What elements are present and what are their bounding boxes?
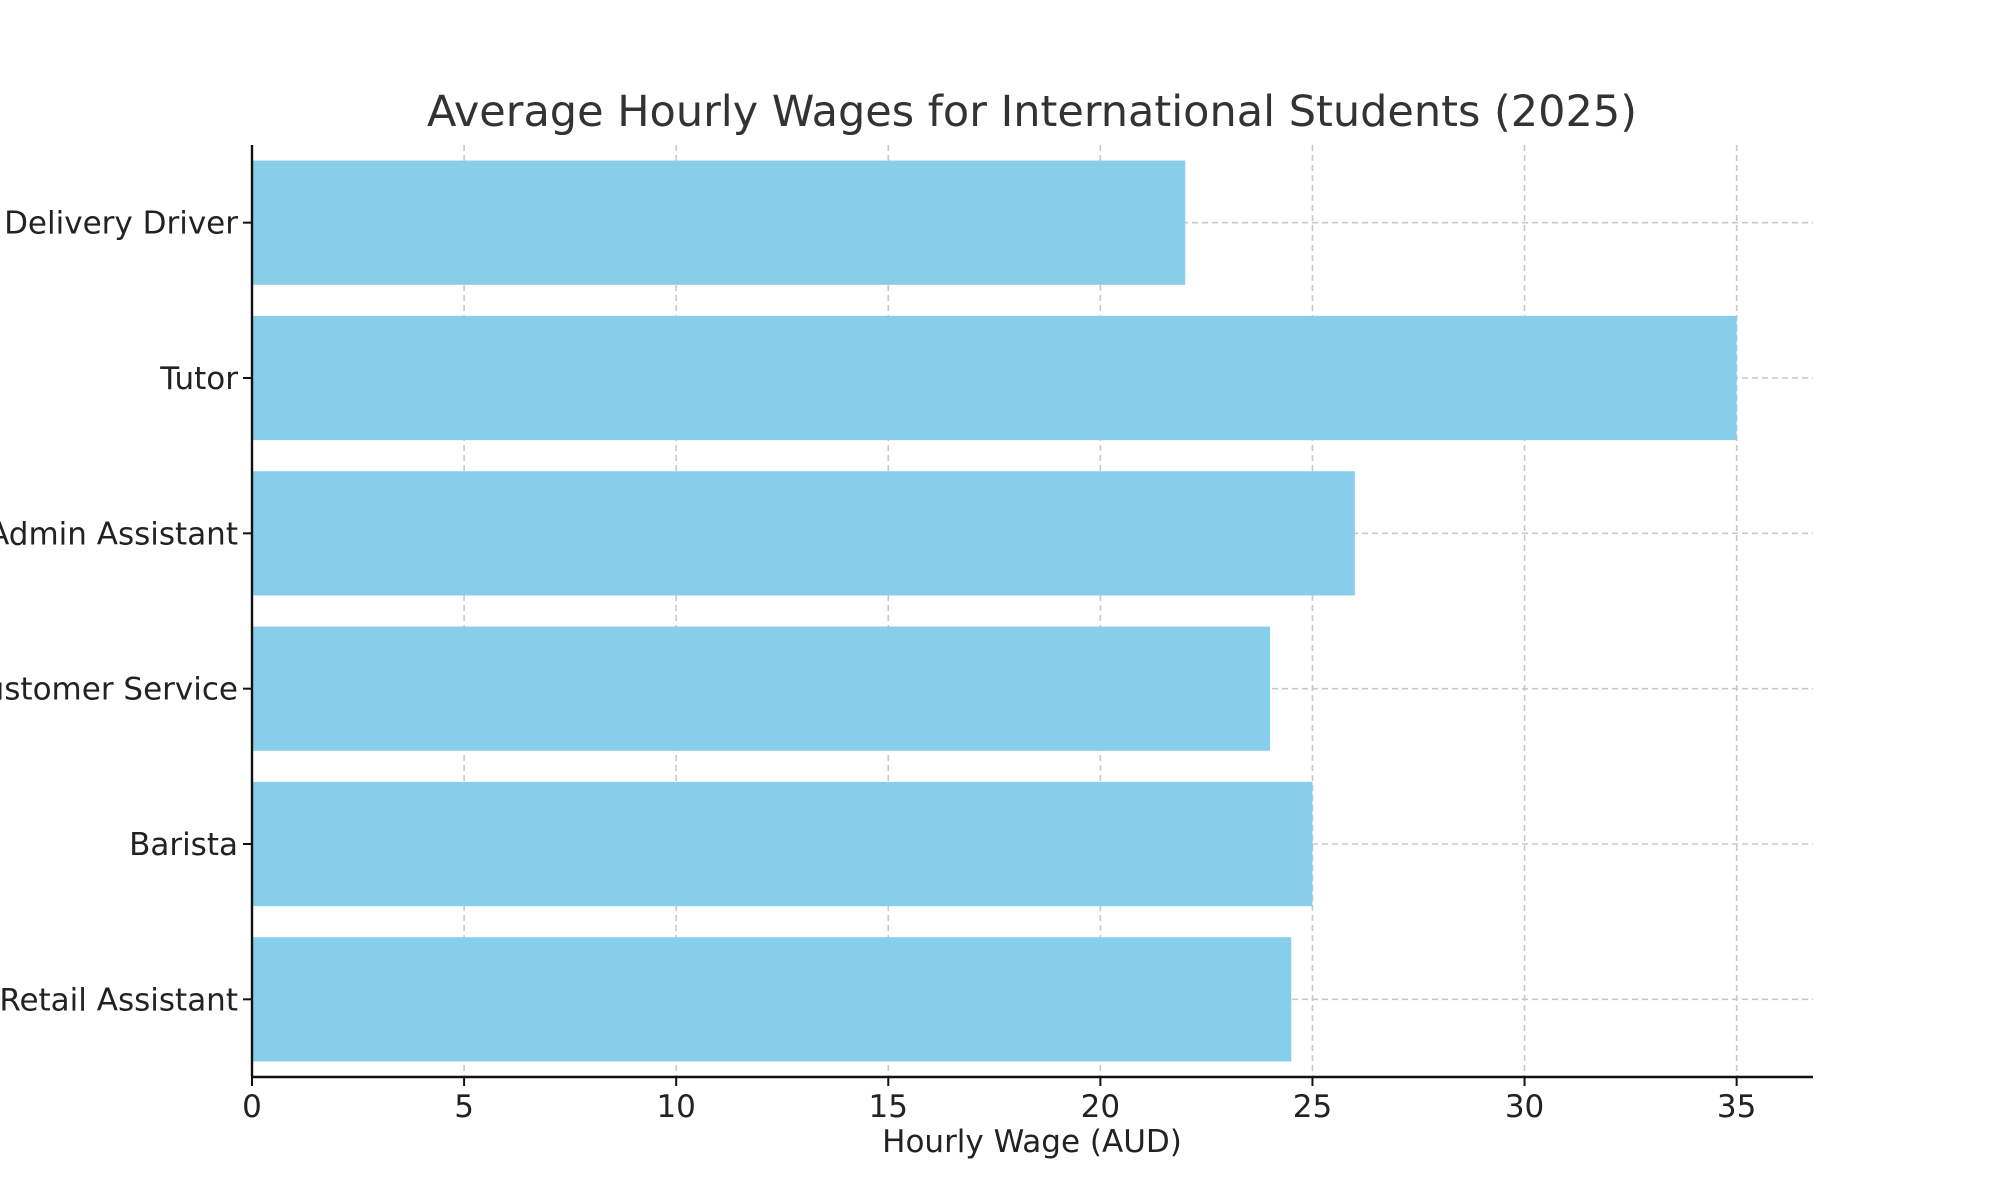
x-tick-label: 20 bbox=[1081, 1089, 1120, 1125]
y-tick-label: Retail Assistant bbox=[0, 982, 238, 1018]
y-axis-ticks: Retail Assistant Barista Customer Service A… bbox=[0, 206, 252, 1018]
x-axis-ticks: 0 5 10 15 20 25 30 35 bbox=[242, 1077, 1756, 1125]
bars bbox=[252, 160, 1737, 1062]
bar-admin-assistant bbox=[252, 471, 1355, 596]
x-tick-label: 15 bbox=[869, 1089, 908, 1125]
x-tick-label: 10 bbox=[656, 1089, 695, 1125]
bar-barista bbox=[252, 781, 1313, 907]
y-tick-label: Tutor bbox=[159, 361, 238, 397]
x-axis-label: Hourly Wage (AUD) bbox=[882, 1124, 1182, 1160]
x-tick-label: 35 bbox=[1717, 1089, 1756, 1125]
y-tick-label: Admin Assistant bbox=[0, 516, 238, 552]
y-tick-label: Delivery Driver bbox=[4, 206, 238, 242]
bar-tutor bbox=[252, 315, 1737, 441]
x-tick-label: 30 bbox=[1505, 1089, 1544, 1125]
bar-delivery-driver bbox=[252, 160, 1186, 285]
bar-customer-service bbox=[252, 626, 1271, 751]
y-tick-label: Customer Service bbox=[0, 672, 238, 708]
x-tick-label: 25 bbox=[1293, 1089, 1332, 1125]
chart-title: Average Hourly Wages for International S… bbox=[427, 87, 1637, 137]
axes bbox=[250, 145, 1813, 1079]
bar-retail-assistant bbox=[252, 937, 1292, 1062]
y-tick-label: Barista bbox=[129, 827, 238, 863]
x-tick-label: 0 bbox=[242, 1089, 262, 1125]
x-tick-label: 5 bbox=[454, 1089, 474, 1125]
